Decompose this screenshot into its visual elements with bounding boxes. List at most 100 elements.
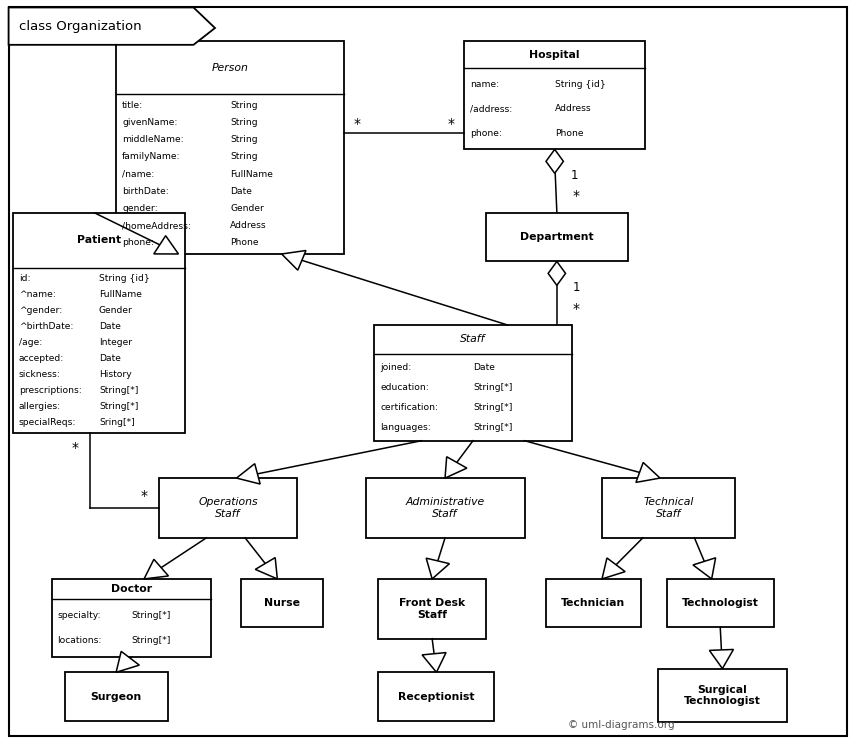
Text: Front Desk
Staff: Front Desk Staff — [399, 598, 465, 619]
Text: locations:: locations: — [58, 636, 102, 645]
Bar — [64, 672, 168, 721]
Polygon shape — [9, 7, 215, 45]
Text: String[*]: String[*] — [473, 403, 513, 412]
Text: givenName:: givenName: — [122, 118, 177, 127]
Text: Technician: Technician — [562, 598, 625, 608]
Text: *: * — [448, 117, 455, 131]
Text: Administrative
Staff: Administrative Staff — [405, 498, 485, 518]
Text: ^gender:: ^gender: — [19, 306, 62, 315]
Text: specialty:: specialty: — [58, 610, 101, 620]
Polygon shape — [282, 250, 306, 270]
Text: languages:: languages: — [380, 423, 431, 432]
Text: prescriptions:: prescriptions: — [19, 386, 82, 395]
Text: String: String — [230, 135, 258, 144]
Text: sickness:: sickness: — [19, 371, 61, 379]
Text: phone:: phone: — [470, 129, 502, 138]
Polygon shape — [237, 464, 261, 484]
Text: ^birthDate:: ^birthDate: — [19, 322, 73, 331]
Text: 1: 1 — [572, 281, 580, 294]
Text: String {id}: String {id} — [555, 80, 605, 89]
Text: Surgical
Technologist: Surgical Technologist — [684, 685, 761, 706]
Text: String: String — [230, 101, 258, 110]
Text: gender:: gender: — [122, 204, 157, 213]
Text: FullName: FullName — [99, 290, 142, 299]
Bar — [366, 478, 525, 538]
Text: *: * — [140, 489, 147, 503]
Text: *: * — [572, 190, 580, 203]
Text: class Organization: class Organization — [19, 19, 142, 33]
Text: Surgeon: Surgeon — [90, 692, 142, 701]
Text: String[*]: String[*] — [99, 403, 138, 412]
Text: Staff: Staff — [460, 335, 486, 344]
Bar — [13, 213, 185, 433]
Text: Patient: Patient — [77, 235, 121, 246]
Text: phone:: phone: — [122, 238, 154, 247]
Text: certification:: certification: — [380, 403, 438, 412]
Text: education:: education: — [380, 382, 429, 391]
Text: Address: Address — [230, 221, 267, 230]
Text: Technical
Staff: Technical Staff — [643, 498, 694, 518]
Polygon shape — [144, 560, 169, 579]
Text: Receptionist: Receptionist — [398, 692, 475, 701]
Text: String: String — [230, 152, 258, 161]
Text: Date: Date — [230, 187, 252, 196]
Text: String[*]: String[*] — [131, 610, 170, 620]
Polygon shape — [693, 558, 716, 579]
Text: Gender: Gender — [230, 204, 264, 213]
Text: String[*]: String[*] — [473, 382, 513, 391]
Text: /age:: /age: — [19, 338, 42, 347]
Bar — [602, 478, 735, 538]
Text: © uml-diagrams.org: © uml-diagrams.org — [568, 719, 674, 730]
Bar — [374, 325, 572, 441]
Text: /homeAddress:: /homeAddress: — [122, 221, 191, 230]
Text: *: * — [353, 117, 360, 131]
Bar — [378, 672, 494, 721]
Bar — [378, 579, 486, 639]
Text: String {id}: String {id} — [99, 274, 150, 283]
Text: /address:: /address: — [470, 105, 513, 114]
Text: History: History — [99, 371, 132, 379]
Bar — [546, 579, 641, 627]
Text: Phone: Phone — [555, 129, 583, 138]
Polygon shape — [546, 149, 563, 173]
Polygon shape — [116, 651, 139, 672]
Text: FullName: FullName — [230, 170, 273, 179]
Bar — [52, 579, 211, 657]
Text: middleName:: middleName: — [122, 135, 184, 144]
Text: Phone: Phone — [230, 238, 259, 247]
Text: Technologist: Technologist — [682, 598, 759, 608]
Text: joined:: joined: — [380, 362, 411, 371]
Text: Address: Address — [555, 105, 592, 114]
Text: Date: Date — [99, 322, 120, 331]
Text: id:: id: — [19, 274, 30, 283]
Bar — [658, 669, 787, 722]
Bar — [464, 41, 645, 149]
Text: Doctor: Doctor — [111, 583, 151, 594]
Bar — [666, 579, 774, 627]
Text: accepted:: accepted: — [19, 354, 64, 363]
Bar — [116, 41, 344, 254]
Text: /name:: /name: — [122, 170, 155, 179]
Polygon shape — [636, 462, 660, 483]
Text: Department: Department — [520, 232, 593, 242]
Polygon shape — [602, 558, 625, 579]
Text: String[*]: String[*] — [99, 386, 138, 395]
Text: Date: Date — [473, 362, 494, 371]
Text: Operations
Staff: Operations Staff — [198, 498, 258, 518]
Polygon shape — [427, 558, 450, 579]
Text: Hospital: Hospital — [530, 49, 580, 60]
Polygon shape — [548, 261, 566, 285]
Text: allergies:: allergies: — [19, 403, 61, 412]
Bar — [486, 213, 628, 261]
Polygon shape — [710, 649, 734, 669]
Text: 1: 1 — [570, 169, 578, 182]
Text: Sring[*]: Sring[*] — [99, 418, 135, 427]
Polygon shape — [445, 456, 467, 478]
Text: title:: title: — [122, 101, 144, 110]
Text: String: String — [230, 118, 258, 127]
Text: familyName:: familyName: — [122, 152, 181, 161]
Text: Gender: Gender — [99, 306, 132, 315]
Text: Person: Person — [212, 63, 249, 72]
Text: name:: name: — [470, 80, 500, 89]
Text: Nurse: Nurse — [264, 598, 299, 608]
